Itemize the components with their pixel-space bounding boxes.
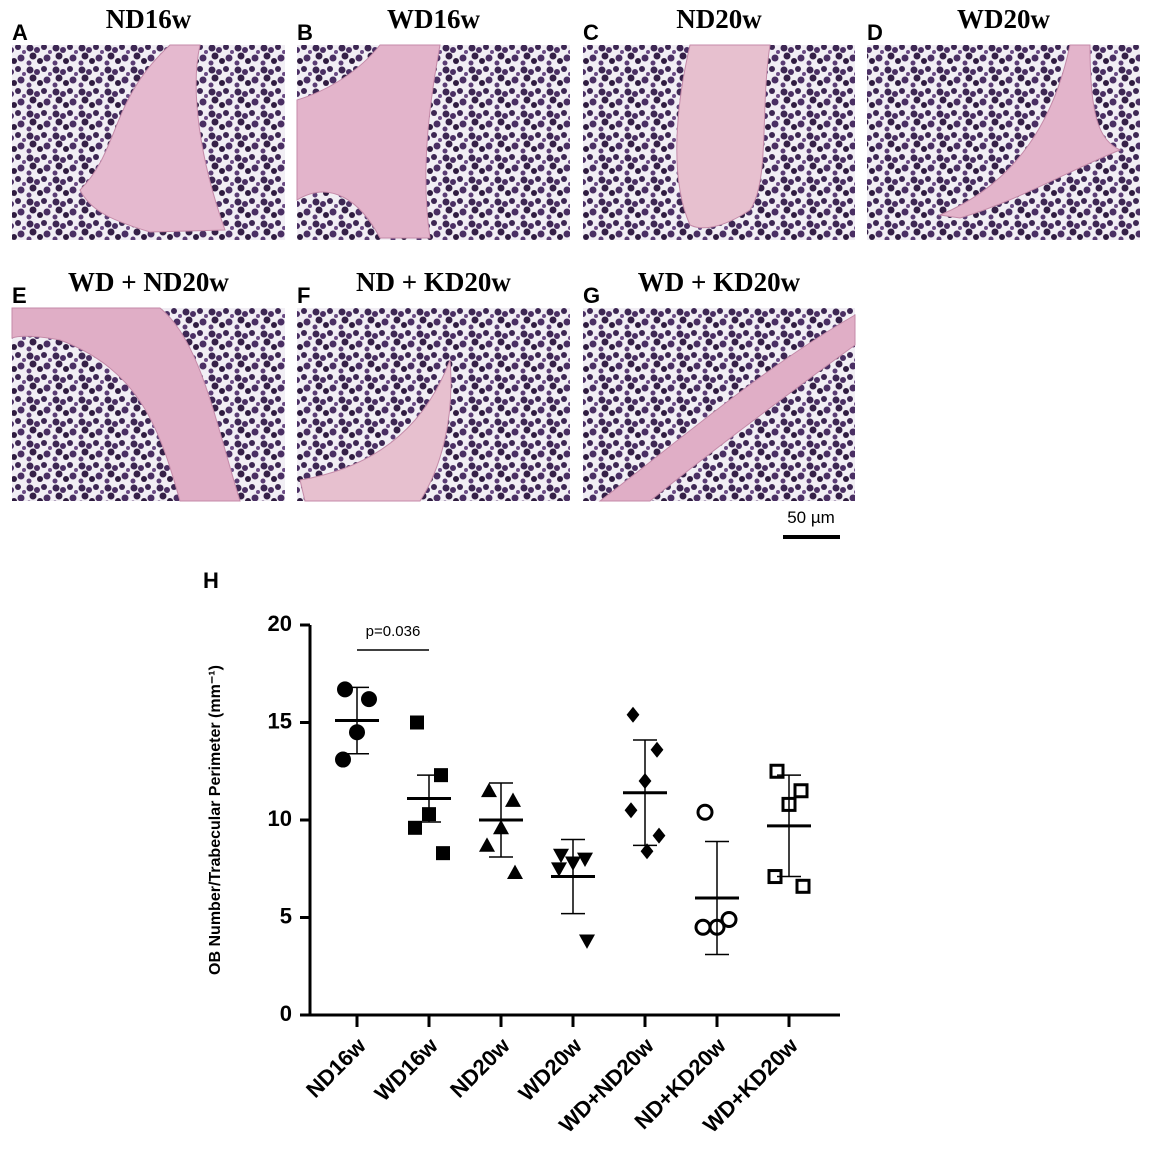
y-tick-label: 0 — [280, 1001, 292, 1026]
panel-title: ND16w — [106, 4, 192, 34]
y-tick-label: 15 — [268, 708, 292, 733]
panel-letter: F — [297, 283, 310, 308]
data-point — [410, 715, 424, 730]
panel-letter: C — [583, 20, 599, 45]
data-point — [795, 878, 811, 894]
panel-letter: A — [12, 20, 28, 45]
data-point — [624, 802, 638, 819]
data-point — [436, 846, 450, 861]
y-tick-label: 5 — [280, 903, 292, 928]
data-point — [335, 751, 351, 768]
y-tick-label: 20 — [268, 611, 292, 636]
micrograph — [583, 308, 855, 501]
x-tick-label: WD16w — [370, 1032, 444, 1106]
data-point — [767, 869, 783, 885]
data-point — [481, 782, 497, 798]
data-point — [781, 796, 797, 812]
panel-letter: E — [12, 283, 27, 308]
panel-title: WD20w — [957, 4, 1050, 34]
panel-letter: B — [297, 20, 313, 45]
data-point — [479, 837, 495, 852]
data-point — [337, 681, 353, 698]
panel-title: WD + KD20w — [638, 267, 801, 297]
histology-panels — [11, 44, 1140, 502]
bone — [79, 44, 226, 233]
data-point — [553, 848, 569, 864]
bone — [11, 307, 241, 502]
data-point — [551, 862, 567, 877]
dot-plot: H OB Number/Trabecular Perimeter (mm⁻¹) 0 5… — [203, 568, 840, 1138]
data-point — [638, 773, 652, 789]
panel-letter: G — [583, 283, 600, 308]
data-point — [349, 724, 365, 741]
bone — [296, 44, 441, 239]
data-point — [565, 856, 581, 871]
bone — [676, 44, 771, 229]
panel-title: ND + KD20w — [356, 267, 511, 297]
bone — [598, 314, 856, 502]
data-point — [694, 918, 712, 936]
data-point — [408, 820, 422, 835]
data-point — [769, 763, 785, 779]
data-point — [652, 827, 666, 844]
panel-letter: D — [867, 20, 883, 45]
chart-label: H — [203, 568, 219, 593]
x-tick-label: WD20w — [514, 1032, 588, 1106]
data-point — [422, 807, 436, 822]
panel-title: WD + ND20w — [68, 267, 229, 297]
data-point — [720, 910, 738, 928]
data-point — [493, 819, 509, 835]
data-point — [434, 768, 448, 783]
data-point — [650, 741, 664, 758]
scale-bar-label: 50 µm — [787, 508, 835, 527]
data-point — [793, 783, 809, 799]
bone — [299, 359, 452, 502]
data-point — [507, 864, 523, 880]
data-point — [696, 803, 714, 821]
panel-title: WD16w — [387, 4, 480, 34]
x-tick-label: ND16w — [301, 1032, 371, 1102]
x-tick-label: ND20w — [445, 1032, 515, 1102]
y-axis-label: OB Number/Trabecular Perimeter (mm⁻¹) — [207, 665, 224, 975]
data-point — [640, 843, 654, 860]
bone — [938, 44, 1122, 219]
data-point — [505, 792, 521, 807]
significance-label: p=0.036 — [366, 623, 421, 640]
panel-title: ND20w — [676, 4, 762, 34]
data-point — [579, 934, 595, 949]
data-point — [626, 706, 640, 723]
data-point — [361, 691, 377, 708]
data-point — [577, 852, 593, 867]
y-tick-label: 10 — [268, 806, 292, 831]
panel-labels: A ND16w B WD16w C ND20w D WD20w E WD + ND20w F ND +… — [12, 4, 1050, 308]
